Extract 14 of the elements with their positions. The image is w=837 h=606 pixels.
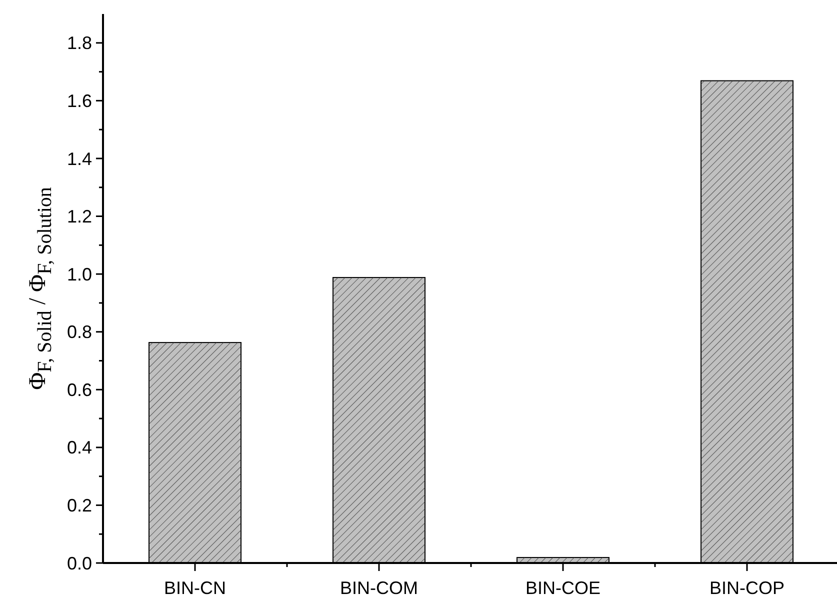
y-tick-label: 1.0 bbox=[66, 264, 92, 284]
y-tick-label: 1.8 bbox=[66, 33, 92, 54]
x-tick-label: BIN-COE bbox=[525, 578, 601, 598]
y-tick-label: 1.6 bbox=[66, 90, 92, 111]
y-tick-label: 0.2 bbox=[66, 496, 92, 516]
x-tick-label: BIN-COP bbox=[709, 578, 785, 598]
y-tick-label: 0.6 bbox=[66, 380, 92, 400]
y-tick-label: 1.2 bbox=[66, 206, 92, 227]
y-tick-label: 1.4 bbox=[66, 148, 92, 169]
y-tick-label: 0.0 bbox=[66, 553, 92, 574]
y-tick-label: 0.8 bbox=[66, 322, 92, 342]
x-tick-label: BIN-COM bbox=[340, 578, 418, 598]
y-tick-label: 0.4 bbox=[66, 438, 92, 458]
x-tick-label: BIN-CN bbox=[164, 578, 226, 598]
